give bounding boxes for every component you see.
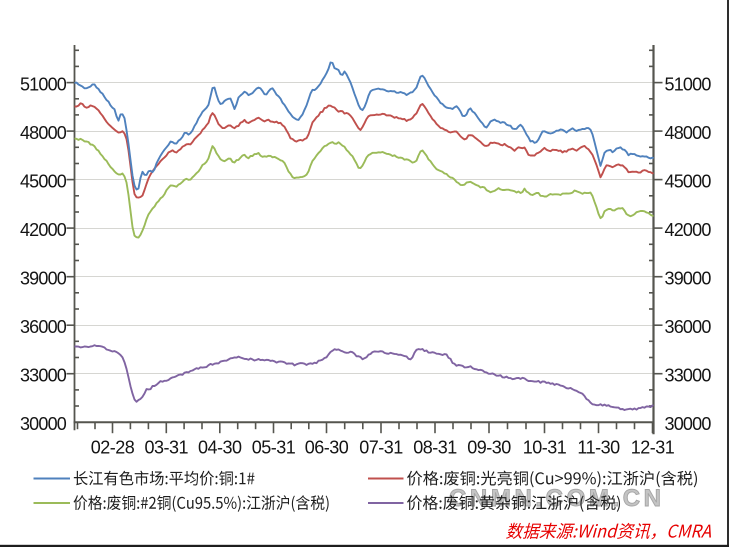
svg-text:42000: 42000 [665, 220, 712, 240]
svg-text:51000: 51000 [665, 74, 712, 94]
svg-text:10-31: 10-31 [523, 438, 567, 458]
svg-text:36000: 36000 [665, 317, 712, 337]
svg-text:51000: 51000 [20, 74, 67, 94]
svg-text:02-28: 02-28 [91, 438, 135, 458]
svg-text:33000: 33000 [20, 366, 67, 386]
svg-text:48000: 48000 [20, 123, 67, 143]
svg-text:05-31: 05-31 [252, 438, 296, 458]
svg-text:42000: 42000 [20, 220, 67, 240]
svg-text:30000: 30000 [665, 414, 712, 434]
svg-text:08-31: 08-31 [413, 438, 457, 458]
svg-text:12-31: 12-31 [631, 438, 675, 458]
svg-text:45000: 45000 [20, 171, 67, 191]
svg-text:36000: 36000 [20, 317, 67, 337]
svg-text:39000: 39000 [20, 269, 67, 289]
svg-text:33000: 33000 [665, 366, 712, 386]
svg-text:30000: 30000 [20, 414, 67, 434]
svg-text:07-31: 07-31 [359, 438, 403, 458]
svg-text:48000: 48000 [665, 123, 712, 143]
svg-text:45000: 45000 [665, 171, 712, 191]
svg-text:39000: 39000 [665, 269, 712, 289]
svg-text:06-30: 06-30 [305, 438, 349, 458]
svg-text:11-30: 11-30 [577, 438, 620, 458]
svg-text:09-30: 09-30 [467, 438, 511, 458]
svg-text:04-30: 04-30 [198, 438, 242, 458]
svg-text:03-31: 03-31 [145, 438, 189, 458]
